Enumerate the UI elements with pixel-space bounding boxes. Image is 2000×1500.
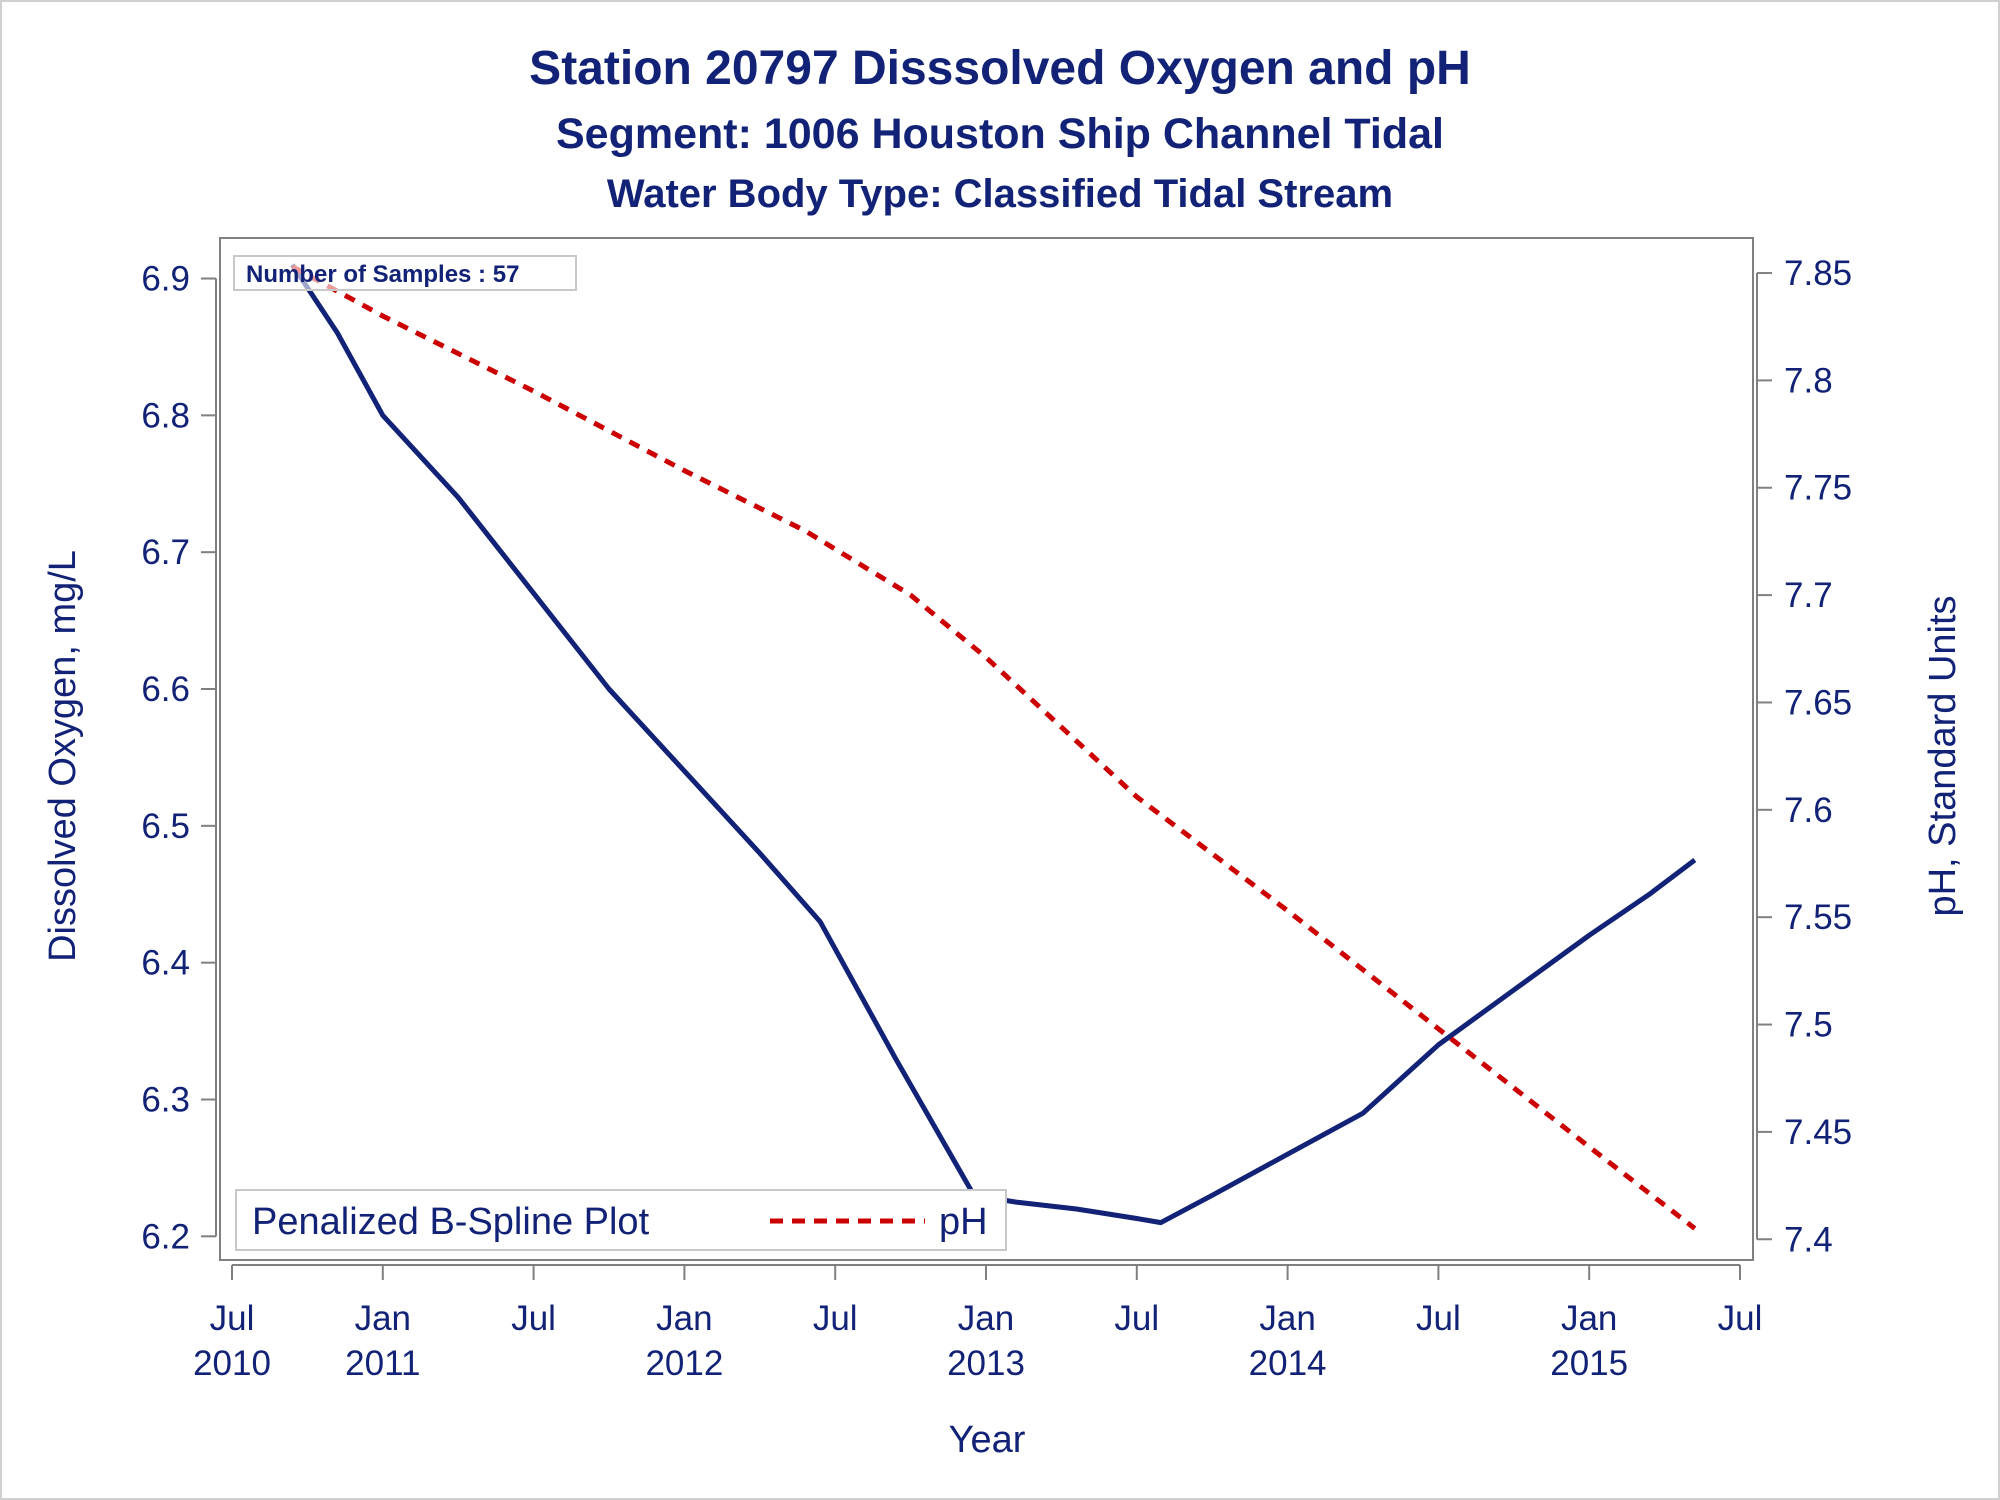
x-tick-label: Jan xyxy=(355,1299,411,1338)
y-axis-right: 7.4 7.45 7.5 7.55 7.6 7.65 7.7 7.75 7.8 7.85 xyxy=(1756,254,1852,1259)
y-tick-label: 6.9 xyxy=(141,260,190,299)
x-tick-year-label: 2014 xyxy=(1249,1344,1327,1383)
y2-tick-label: 7.7 xyxy=(1784,576,1833,615)
y2-tick-label: 7.75 xyxy=(1784,469,1852,508)
x-tick-label: Jul xyxy=(1718,1299,1763,1338)
y-tick-label: 6.6 xyxy=(141,670,190,709)
x-tick-label: Jan xyxy=(1561,1299,1617,1338)
y2-tick-label: 7.6 xyxy=(1784,791,1833,830)
y2-tick-label: 7.8 xyxy=(1784,361,1833,400)
sample-count-box xyxy=(233,255,577,291)
y2-tick-label: 7.4 xyxy=(1784,1220,1833,1259)
ph-series-line xyxy=(291,264,1697,1231)
y-tick-label: 6.5 xyxy=(141,807,190,846)
x-tick-label: Jul xyxy=(1114,1299,1159,1338)
x-tick-label: Jan xyxy=(958,1299,1014,1338)
y-tick-label: 6.2 xyxy=(141,1217,190,1256)
y2-tick-label: 7.85 xyxy=(1784,254,1852,293)
y2-tick-label: 7.45 xyxy=(1784,1113,1852,1152)
x-tick-year-label: 2010 xyxy=(193,1344,271,1383)
dissolved-oxygen-series-line xyxy=(290,263,1697,1226)
y-axis-label: Dissolved Oxygen, mg/L xyxy=(42,550,84,962)
x-tick-year-label: 2015 xyxy=(1550,1344,1628,1383)
chart-subtitle-segment: Segment: 1006 Houston Ship Channel Tidal xyxy=(556,110,1444,158)
y-tick-label: 6.4 xyxy=(141,944,190,983)
x-tick-label: Jul xyxy=(813,1299,858,1338)
y2-tick-label: 7.55 xyxy=(1784,898,1852,937)
legend-title: Penalized B-Spline Plot xyxy=(252,1201,650,1243)
series-layer xyxy=(290,263,1697,1231)
y2-tick-label: 7.65 xyxy=(1784,683,1852,722)
x-tick-year-label: 2012 xyxy=(645,1344,723,1383)
y-tick-label: 6.7 xyxy=(141,533,190,572)
chart-title: Station 20797 Disssolved Oxygen and pH xyxy=(529,42,1471,95)
x-tick-year-label: 2013 xyxy=(947,1344,1025,1383)
x-tick-label: Jan xyxy=(1259,1299,1315,1338)
y2-tick-label: 7.5 xyxy=(1784,1006,1833,1045)
x-axis-label: Year xyxy=(949,1419,1026,1461)
x-tick-label: Jul xyxy=(511,1299,556,1338)
x-tick-year-label: 2011 xyxy=(345,1344,420,1383)
legend-box xyxy=(235,1189,1007,1251)
y-tick-label: 6.3 xyxy=(141,1080,190,1119)
x-axis: Jul 2010 Jan 2011 Jul Jan 2012 Jul Jan 2013 Jul Jan… xyxy=(193,1264,1763,1383)
y2-axis-label: pH, Standard Units xyxy=(1922,595,1964,916)
x-tick-label: Jul xyxy=(210,1299,255,1338)
x-tick-label: Jan xyxy=(656,1299,712,1338)
x-tick-label: Jul xyxy=(1416,1299,1461,1338)
plot-area xyxy=(219,237,1754,1261)
sample-count-label: Number of Samples : 57 xyxy=(246,261,519,288)
chart-subtitle-waterbody: Water Body Type: Classified Tidal Stream xyxy=(607,172,1393,216)
legend-ph-label: pH xyxy=(939,1201,988,1243)
y-tick-label: 6.8 xyxy=(141,396,190,435)
y-axis-left: 6.2 6.3 6.4 6.5 6.6 6.7 6.8 6.9 xyxy=(141,260,217,1256)
